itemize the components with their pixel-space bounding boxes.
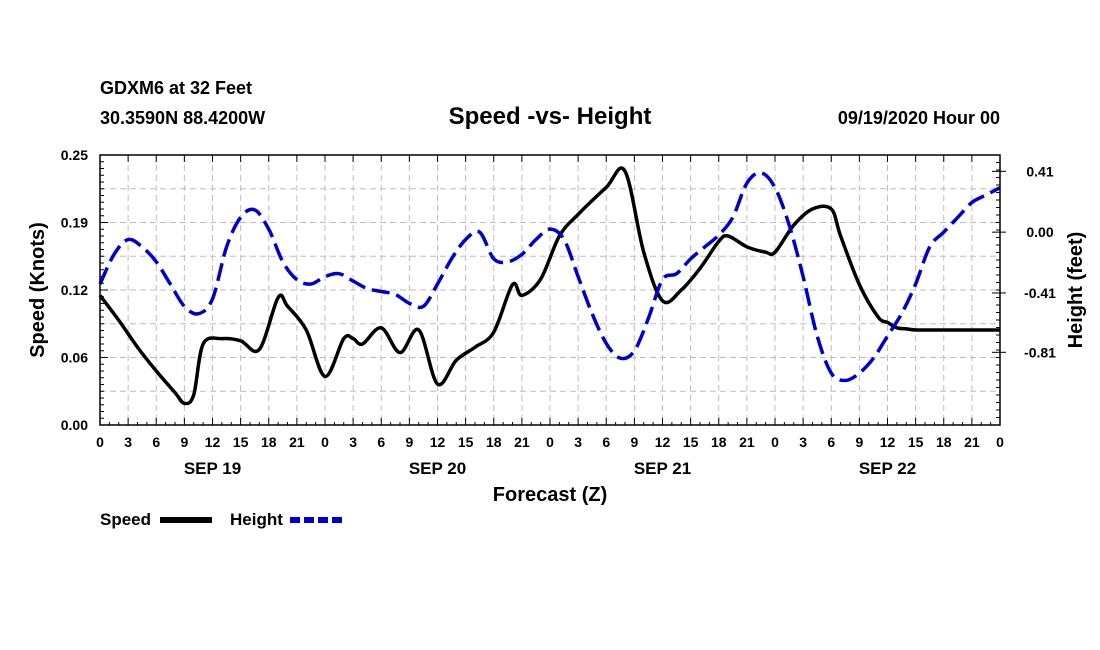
x-tick-label: 12 [880,434,896,450]
x-tick-label: 6 [827,434,835,450]
x-tick-label: 12 [205,434,221,450]
station-title: GDXM6 at 32 Feet [100,78,252,98]
legend-speed-label: Speed [100,510,151,529]
x-tick-label: 0 [321,434,329,450]
x-tick-label: 9 [180,434,188,450]
legend-height-label: Height [230,510,283,529]
datetime-title: 09/19/2020 Hour 00 [838,108,1000,128]
x-tick-label: 12 [655,434,671,450]
x-tick-label: 3 [124,434,132,450]
x-tick-label: 3 [349,434,357,450]
y-left-axis-title: Speed (Knots) [27,222,49,358]
axes: 0 3 6 9 12 15 18 21 0 3 6 9 12 15 18 21 0 3 6 9 12 15 18 21 0 3 6 9… [61,147,1056,478]
x-tick-label: 18 [486,434,502,450]
y-right-tick-label: -0.81 [1024,344,1056,360]
y-left-tick-label: 0.12 [61,282,88,298]
x-tick-label: 0 [996,434,1004,450]
x-tick-label: 18 [711,434,727,450]
y-left-tick-label: 0.25 [61,147,88,163]
x-tick-label: 21 [739,434,755,450]
date-label: SEP 20 [409,459,466,478]
date-label: SEP 19 [184,459,241,478]
series-line-speed [98,166,1000,406]
y-left-tick-label: 0.00 [61,417,88,433]
x-tick-label: 6 [152,434,160,450]
x-tick-label: 3 [574,434,582,450]
x-tick-label: 9 [405,434,413,450]
y-right-tick-label: 0.41 [1026,163,1053,179]
y-left-tick-label: 0.19 [61,215,88,231]
x-axis-title: Forecast (Z) [493,484,607,506]
x-tick-label: 0 [96,434,104,450]
x-tick-label: 21 [964,434,980,450]
series [98,166,1001,406]
x-tick-label: 6 [377,434,385,450]
y-right-tick-label: 0.00 [1026,224,1053,240]
y-right-axis-title: Height (feet) [1065,232,1087,349]
x-tick-label: 18 [936,434,952,450]
x-tick-label: 6 [602,434,610,450]
location-title: 30.3590N 88.4200W [100,108,265,128]
chart-title: Speed -vs- Height [449,103,652,130]
x-tick-label: 12 [430,434,446,450]
series-line-height [98,170,1001,383]
y-left-tick-label: 0.06 [61,350,88,366]
grid [100,155,1000,425]
x-tick-label: 15 [458,434,474,450]
x-tick-label: 3 [799,434,807,450]
x-tick-label: 15 [908,434,924,450]
x-tick-label: 21 [514,434,530,450]
x-tick-label: 0 [546,434,554,450]
x-tick-label: 9 [630,434,638,450]
x-tick-label: 15 [683,434,699,450]
date-label: SEP 22 [859,459,916,478]
y-right-tick-label: -0.41 [1024,285,1056,301]
plot-frame [99,154,1001,426]
x-tick-label: 21 [289,434,305,450]
x-tick-label: 9 [855,434,863,450]
x-tick-label: 15 [233,434,249,450]
date-label: SEP 21 [634,459,691,478]
x-tick-label: 0 [771,434,779,450]
x-tick-label: 18 [261,434,277,450]
legend: Speed Height [100,510,342,529]
